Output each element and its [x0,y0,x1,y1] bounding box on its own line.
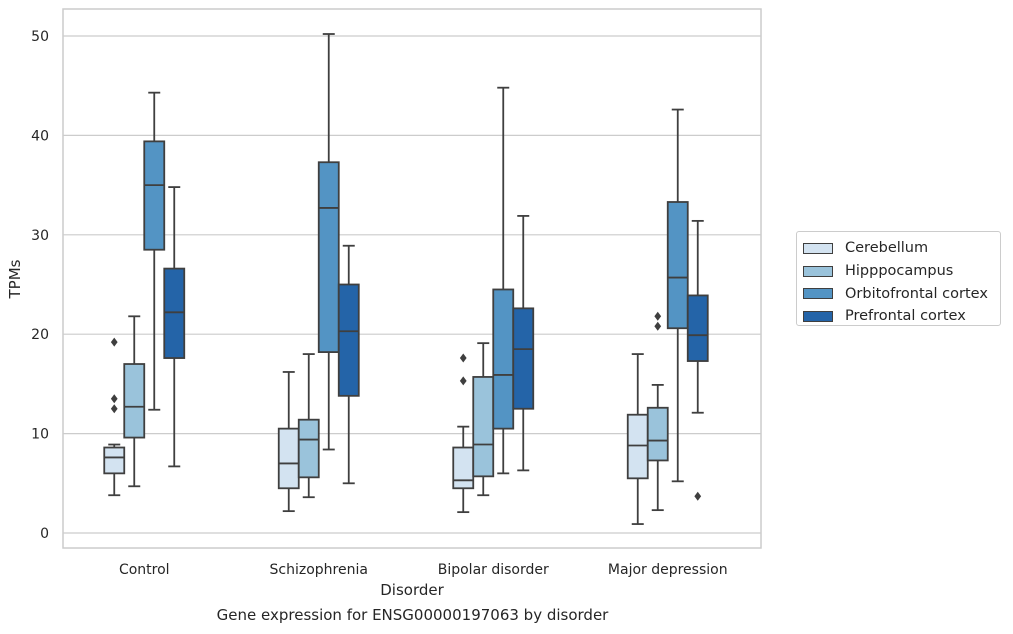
series-orbitofrontal-cortex [143,33,689,483]
box [646,406,669,462]
box [472,376,495,478]
x-tick-label: Control [119,562,170,578]
outlier-point [459,353,467,363]
legend-item-prefrontal-cortex: Prefrontal cortex [803,305,1000,328]
legend-label: Hipppocampus [845,263,954,280]
outlier-point [694,491,702,501]
legend-label: Cerebellum [845,240,929,257]
legend-swatch [803,265,833,277]
box [143,140,166,251]
outlier-point [110,404,118,414]
outlier-point [110,337,118,347]
series-cerebellum [103,337,649,525]
legend-swatch [803,310,833,322]
box-plot-series [103,33,709,525]
box [123,363,146,439]
box [103,446,126,475]
legend-item-hippocampus: Hipppocampus [803,260,1000,283]
y-tick-label: 20 [31,327,49,343]
box [686,294,709,362]
y-tick-labels: 0 10 20 30 40 50 [31,29,49,542]
y-tick-label: 0 [40,526,49,542]
legend-item-cerebellum: Cerebellum [803,237,1000,260]
series-hipppocampus [123,311,669,512]
outlier-point [654,311,662,321]
y-tick-label: 10 [31,427,49,443]
box [297,418,320,479]
y-tick-label: 50 [31,29,49,45]
box [317,161,340,353]
legend-label: Prefrontal cortex [845,308,966,325]
outlier-point [459,376,467,386]
legend-label: Orbitofrontal cortex [845,285,988,302]
plot-frame [62,8,762,549]
legend-item-orbitofrontal-cortex: Orbitofrontal cortex [803,282,1000,305]
box [277,427,300,490]
box [626,413,649,480]
outlier-point [110,394,118,404]
outlier-point [654,321,662,331]
y-tick-label: 40 [31,128,49,144]
legend: Cerebellum Hipppocampus Orbitofrontal co… [796,231,1001,326]
x-tick-label: Bipolar disorder [438,562,549,578]
box [337,283,360,397]
x-axis-label: Disorder [380,581,444,599]
x-tick-label: Schizophrenia [270,562,368,578]
legend-swatch [803,288,833,300]
box [163,267,186,359]
series-prefrontal-cortex [163,186,709,501]
x-tick-label: Major depression [608,562,728,578]
box [492,288,515,430]
box [512,307,535,410]
y-axis-label: TPMs [6,259,24,299]
x-tick-labels: Control Schizophrenia Bipolar disorder Majo… [119,562,728,578]
y-tick-label: 30 [31,228,49,244]
box [666,201,689,330]
legend-swatch [803,242,833,254]
chart-caption: Gene expression for ENSG00000197063 by d… [216,606,609,624]
box [452,446,475,490]
